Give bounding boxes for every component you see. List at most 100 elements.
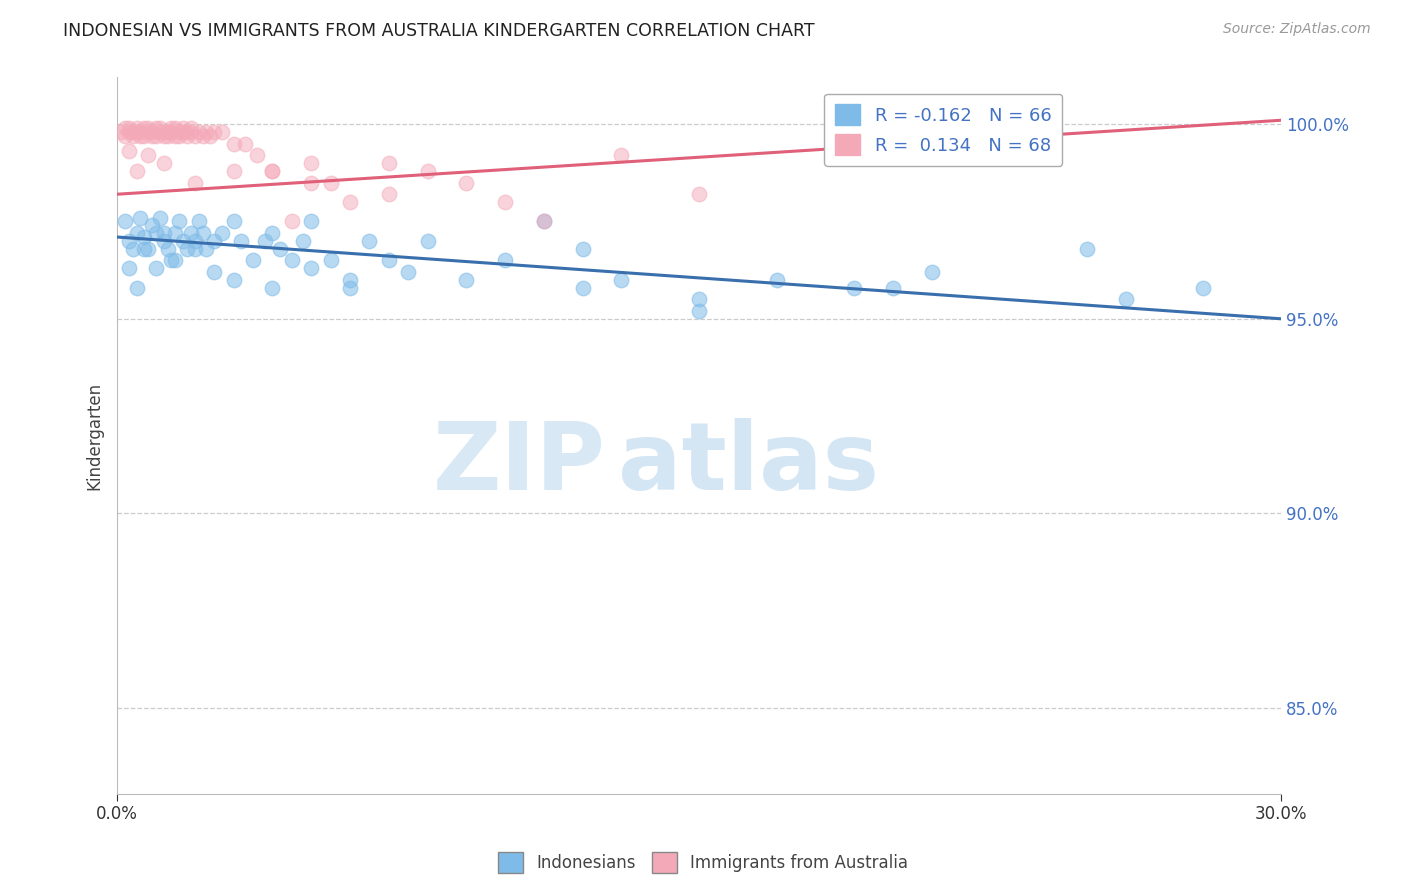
Point [121,125,143,139]
Point [416,164,439,178]
Point [202,234,225,248]
Point [145,226,167,240]
Point [134,121,156,136]
Point [180,226,202,240]
Point [176,242,198,256]
Point [152,156,174,170]
Point [571,280,593,294]
Point [152,226,174,240]
Point [688,304,710,318]
Point [292,234,315,248]
Point [339,194,361,209]
Point [921,265,943,279]
Point [172,125,194,139]
Point [184,234,207,248]
Point [222,273,245,287]
Point [765,273,787,287]
Point [396,265,419,279]
Point [456,273,478,287]
Point [136,148,159,162]
Point [134,128,156,143]
Point [187,214,209,228]
Point [118,145,141,159]
Point [688,293,710,307]
Point [118,261,141,276]
Point [152,234,174,248]
Point [160,253,183,268]
Point [165,253,187,268]
Point [118,234,141,248]
Point [844,280,866,294]
Text: Source: ZipAtlas.com: Source: ZipAtlas.com [1223,22,1371,37]
Point [145,261,167,276]
Point [299,176,322,190]
Point [377,156,399,170]
Point [125,226,148,240]
Point [180,125,202,139]
Point [281,253,304,268]
Point [114,128,136,143]
Point [145,128,167,143]
Point [165,121,187,136]
Point [152,128,174,143]
Point [118,125,141,139]
Point [1115,293,1137,307]
Point [211,125,233,139]
Point [202,265,225,279]
Point [167,214,190,228]
Point [184,242,207,256]
Point [134,230,156,244]
Point [882,280,904,294]
Point [319,176,342,190]
Point [416,234,439,248]
Point [165,128,187,143]
Point [125,164,148,178]
Point [610,148,633,162]
Point [339,280,361,294]
Point [167,128,190,143]
Point [176,125,198,139]
Point [262,164,284,178]
Point [167,125,190,139]
Point [494,253,516,268]
Point [231,234,253,248]
Point [377,253,399,268]
Point [222,136,245,151]
Text: atlas: atlas [617,418,879,510]
Y-axis label: Kindergarten: Kindergarten [86,382,103,490]
Point [149,211,172,225]
Point [299,261,322,276]
Point [184,128,207,143]
Point [456,176,478,190]
Point [118,121,141,136]
Point [1192,280,1215,294]
Text: INDONESIAN VS IMMIGRANTS FROM AUSTRALIA KINDERGARTEN CORRELATION CHART: INDONESIAN VS IMMIGRANTS FROM AUSTRALIA … [63,22,815,40]
Point [533,214,555,228]
Point [195,125,218,139]
Point [211,226,233,240]
Point [339,273,361,287]
Point [242,253,264,268]
Point [262,226,284,240]
Point [191,226,214,240]
Point [195,242,218,256]
Point [233,136,256,151]
Point [222,164,245,178]
Point [129,125,152,139]
Point [180,121,202,136]
Point [688,187,710,202]
Point [299,156,322,170]
Point [125,125,148,139]
Point [125,280,148,294]
Point [494,194,516,209]
Point [149,125,172,139]
Point [141,128,163,143]
Point [184,176,207,190]
Point [156,242,179,256]
Point [149,121,172,136]
Point [222,214,245,228]
Point [281,214,304,228]
Point [172,234,194,248]
Point [262,164,284,178]
Point [202,125,225,139]
